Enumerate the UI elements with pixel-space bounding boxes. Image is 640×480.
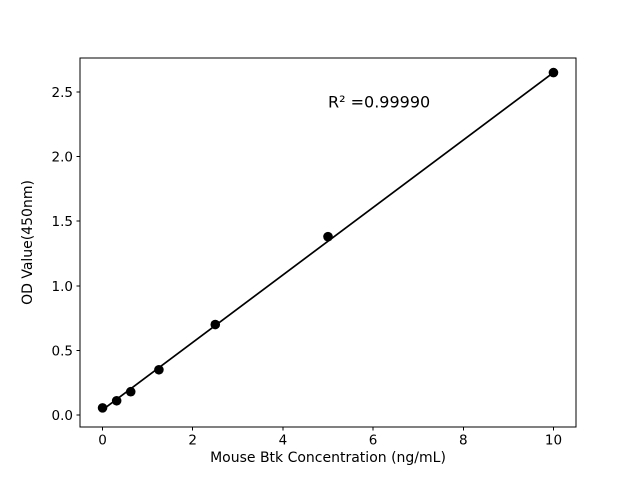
x-axis-label: Mouse Btk Concentration (ng/mL) — [210, 450, 446, 466]
y-tick-label: 1.5 — [52, 214, 73, 230]
data-point — [125, 386, 136, 397]
x-tick-label: 10 — [545, 433, 562, 449]
x-tick-label: 6 — [369, 433, 378, 449]
x-tick-label: 4 — [279, 433, 288, 449]
x-tick-label: 8 — [459, 433, 468, 449]
y-tick-label: 2.0 — [52, 150, 73, 166]
data-point — [548, 67, 559, 78]
data-point — [210, 319, 221, 330]
y-axis-label: OD Value(450nm) — [20, 180, 36, 305]
y-tick-label: 0.5 — [52, 343, 73, 359]
y-tick-label: 2.5 — [52, 85, 73, 101]
y-tick-label: 1.0 — [52, 279, 73, 295]
data-point — [154, 364, 164, 375]
data-point — [111, 395, 122, 406]
data-point — [323, 231, 333, 242]
plot-content: 0 2 4 6 8 10 0.0 0.5 1.0 1.5 2.0 2.5 — [52, 67, 562, 449]
x-tick-label: 2 — [188, 433, 197, 449]
y-tick-label: 0.0 — [52, 408, 73, 424]
r-squared-annotation: R² =0.99990 — [328, 92, 430, 111]
x-tick-label: 0 — [98, 433, 107, 449]
data-point — [97, 403, 108, 413]
